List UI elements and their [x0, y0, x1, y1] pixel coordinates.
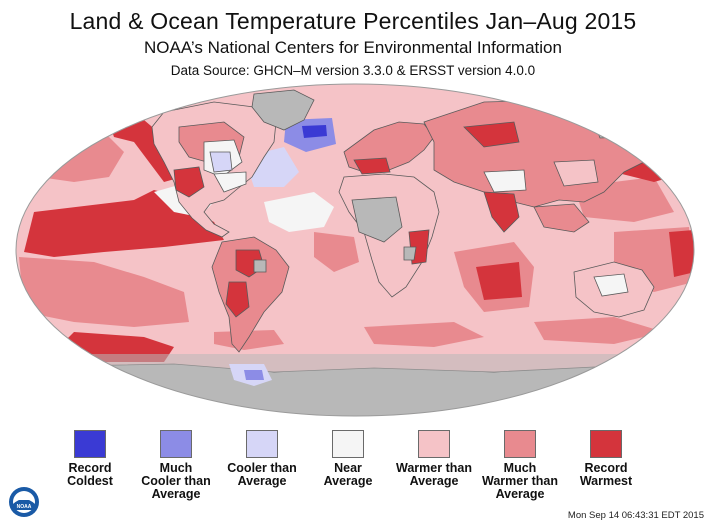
legend-item: Record Warmest: [556, 430, 656, 488]
legend-item: Cooler than Average: [212, 430, 312, 488]
s-pacific-much-warm: [19, 257, 189, 327]
legend-label: Warmer than Average: [396, 461, 472, 488]
legend-label: Much Cooler than Average: [141, 461, 211, 501]
legend-label: Cooler than Average: [227, 461, 297, 488]
antarctica-no-data: [16, 363, 694, 416]
legend-swatch: [332, 430, 364, 458]
noaa-logo-text: NOAA: [17, 504, 32, 510]
legend-item: Near Average: [298, 430, 398, 488]
legend-swatch: [504, 430, 536, 458]
legend-label: Record Warmest: [579, 461, 633, 488]
legend: Record Coldest Much Cooler than Average Co…: [40, 430, 680, 510]
map-subtitle: NOAA’s National Centers for Environmenta…: [144, 38, 562, 57]
n-atlantic-record-cold: [302, 125, 327, 138]
legend-label: Much Warmer than Average: [482, 461, 558, 501]
australia-near-avg: [593, 273, 629, 297]
map-canvas: [15, 83, 695, 417]
us-east-near-avg: [213, 171, 247, 193]
globe-outline: [15, 83, 695, 417]
s-indian-much-warm: [534, 317, 664, 344]
ne-pacific-record-warm: [109, 120, 182, 182]
legend-label: Record Coldest: [67, 461, 113, 488]
russia-record-warm: [463, 121, 520, 148]
legend-item: Record Coldest: [40, 430, 140, 488]
e-africa-no-data: [403, 246, 417, 261]
noaa-logo: NOAA: [9, 487, 39, 517]
data-source-line: Data Source: GHCN–M version 3.3.0 & ERSS…: [170, 63, 536, 78]
drake-passage-much-cool: [244, 370, 264, 380]
china-warm: [553, 159, 599, 187]
legend-item: Much Cooler than Average: [126, 430, 226, 501]
greenland: [251, 89, 315, 131]
legend-label: Near Average: [323, 461, 373, 488]
legend-swatch: [74, 430, 106, 458]
legend-swatch: [590, 430, 622, 458]
atlantic-much-warm: [314, 232, 359, 272]
us-west-record-warm: [173, 166, 205, 198]
legend-swatch: [246, 430, 278, 458]
map-title: Land & Ocean Temperature Percentiles Jan…: [69, 8, 637, 34]
s-europe-record-warm: [353, 157, 391, 175]
legend-swatch: [160, 430, 192, 458]
ne-canada-cool: [209, 151, 233, 173]
s-atlantic-much-warm: [364, 322, 484, 347]
se-asia: [533, 203, 590, 233]
legend-item: Warmer than Average: [384, 430, 484, 488]
legend-swatch: [418, 430, 450, 458]
andes-record-warm: [225, 281, 250, 318]
sa-no-data: [253, 259, 267, 273]
w-pacific-record-warm: [669, 230, 694, 277]
atlantic-near-avg: [264, 192, 334, 232]
indian-record-warm: [476, 262, 522, 300]
siberia-no-data: [593, 119, 627, 139]
legend-item: Much Warmer than Average: [470, 430, 570, 501]
world-temperature-map: [14, 82, 696, 418]
southern-ocean-no-data: [16, 354, 694, 372]
south-america: [211, 236, 290, 353]
timestamp: Mon Sep 14 06:43:31 EDT 2015: [567, 510, 704, 521]
india-record-warm: [483, 191, 520, 233]
c-asia-near-avg: [483, 169, 527, 193]
africa-no-data: [351, 196, 403, 243]
